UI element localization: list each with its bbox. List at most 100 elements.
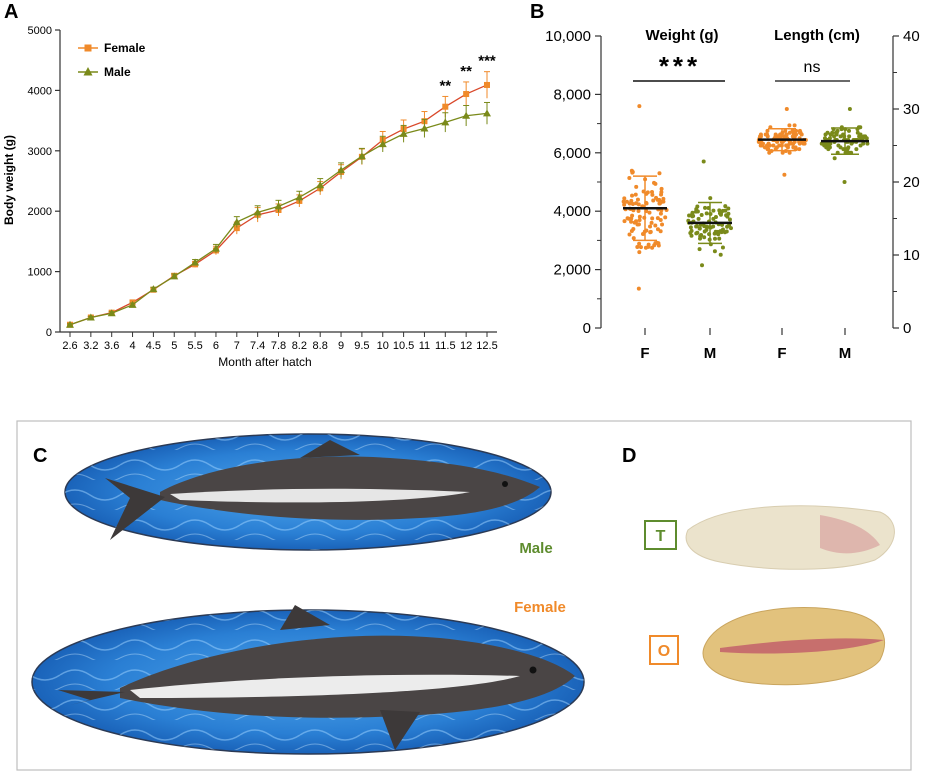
b-data-point <box>784 143 789 148</box>
b-data-point <box>765 132 770 137</box>
a-x-tick-label: 9 <box>338 340 344 352</box>
b-data-point <box>663 215 668 220</box>
b-data-point <box>827 143 832 148</box>
a-y-tick-label: 2000 <box>28 206 52 218</box>
b-data-point <box>627 232 632 237</box>
b-data-point <box>656 241 661 246</box>
a-y-tick-label: 4000 <box>28 85 52 97</box>
b-data-point <box>728 226 733 231</box>
b-right-tick-label: 40 <box>903 28 920 45</box>
b-data-point <box>649 220 654 225</box>
b-data-point <box>635 244 640 249</box>
b-category-label: M <box>704 345 717 362</box>
b-data-point <box>637 250 642 255</box>
b-right-tick-label: 10 <box>903 247 920 264</box>
a-x-tick-label: 8.2 <box>292 340 307 352</box>
b-data-point <box>711 208 716 213</box>
a-point-female <box>442 103 449 110</box>
b-data-point <box>708 196 713 201</box>
b-data-point <box>787 150 792 155</box>
male-fish-body <box>160 456 540 520</box>
a-x-tick-label: 11 <box>419 340 430 352</box>
b-data-point <box>687 213 692 218</box>
b-data-point <box>629 198 634 203</box>
b-data-point <box>703 205 708 210</box>
a-x-tick-label: 4 <box>129 340 135 352</box>
a-point-male <box>420 124 429 132</box>
b-data-point <box>697 247 702 252</box>
b-data-point <box>622 219 627 224</box>
b-data-point <box>648 230 653 235</box>
b-data-point <box>792 123 797 128</box>
b-data-point <box>657 171 662 176</box>
b-data-point <box>849 141 854 146</box>
b-data-point <box>771 143 776 148</box>
b-data-point <box>699 213 704 218</box>
a-x-tick-label: 12.5 <box>476 340 497 352</box>
a-point-male <box>128 300 137 308</box>
panel-label-d: D <box>622 445 636 467</box>
b-weight-title: Weight (g) <box>645 27 718 44</box>
a-x-tick-label: 4.5 <box>146 340 161 352</box>
a-significance-mark: ** <box>439 77 451 94</box>
b-data-point <box>791 141 796 146</box>
b-weight-sig: *** <box>659 51 701 81</box>
a-legend: Female Male <box>78 41 146 79</box>
b-data-point <box>797 147 802 152</box>
b-data-point <box>632 220 637 225</box>
a-x-tick-label: 5 <box>171 340 177 352</box>
b-data-point <box>854 147 859 152</box>
a-x-tick-label: 7 <box>234 340 240 352</box>
b-data-point <box>717 236 722 241</box>
a-x-tick-label: 10 <box>377 340 389 352</box>
b-data-point <box>717 211 722 216</box>
b-data-point <box>773 134 778 139</box>
b-data-point <box>622 202 627 207</box>
panel-a-line-chart: 0 1000 2000 3000 4000 5000 2.6 3.2 3.6 4 4.5 5 5.5 6… <box>2 25 498 369</box>
a-point-male <box>462 111 471 119</box>
b-data-point <box>661 199 666 204</box>
b-left-tick-label: 0 <box>583 320 591 337</box>
a-point-male <box>357 152 366 160</box>
a-point-male <box>170 272 179 280</box>
b-data-point <box>627 175 632 180</box>
male-fish-photo <box>64 433 552 551</box>
a-x-tick-label: 12 <box>460 340 472 352</box>
a-x-tick-label: 2.6 <box>62 340 77 352</box>
b-data-point <box>697 226 702 231</box>
b-data-point <box>826 147 831 152</box>
legend-female-label: Female <box>104 41 146 55</box>
female-fish-dorsal <box>280 605 330 630</box>
female-label: Female <box>514 599 566 616</box>
a-significance: ******* <box>439 53 495 95</box>
b-data-point <box>719 230 724 235</box>
ovary-vessel <box>720 638 884 654</box>
b-data-point <box>659 186 664 191</box>
b-data-point <box>696 216 701 221</box>
b-data-point <box>636 286 641 291</box>
a-point-male <box>66 320 74 328</box>
panel-label-b: B <box>530 1 544 23</box>
b-data-point <box>712 236 717 241</box>
b-data-point <box>760 143 765 148</box>
b-data-point <box>695 230 700 235</box>
a-x-tick-label: 7.8 <box>271 340 286 352</box>
ovary-label: O <box>658 643 670 660</box>
b-data-point <box>712 249 717 254</box>
b-data-point <box>704 227 709 232</box>
b-data-point <box>765 128 770 133</box>
a-point-female <box>233 225 240 232</box>
b-data-point <box>630 193 635 198</box>
b-data-point <box>797 130 802 135</box>
b-data-point <box>801 141 806 146</box>
b-data-point <box>638 245 643 250</box>
a-x-tick-label: 3.2 <box>83 340 98 352</box>
male-fish-eye <box>502 481 508 487</box>
a-significance-mark: *** <box>478 53 496 70</box>
a-x-tick-label: 5.5 <box>187 340 202 352</box>
a-point-male <box>191 258 200 266</box>
male-fish-tail <box>105 478 165 540</box>
b-data-point <box>726 206 731 211</box>
